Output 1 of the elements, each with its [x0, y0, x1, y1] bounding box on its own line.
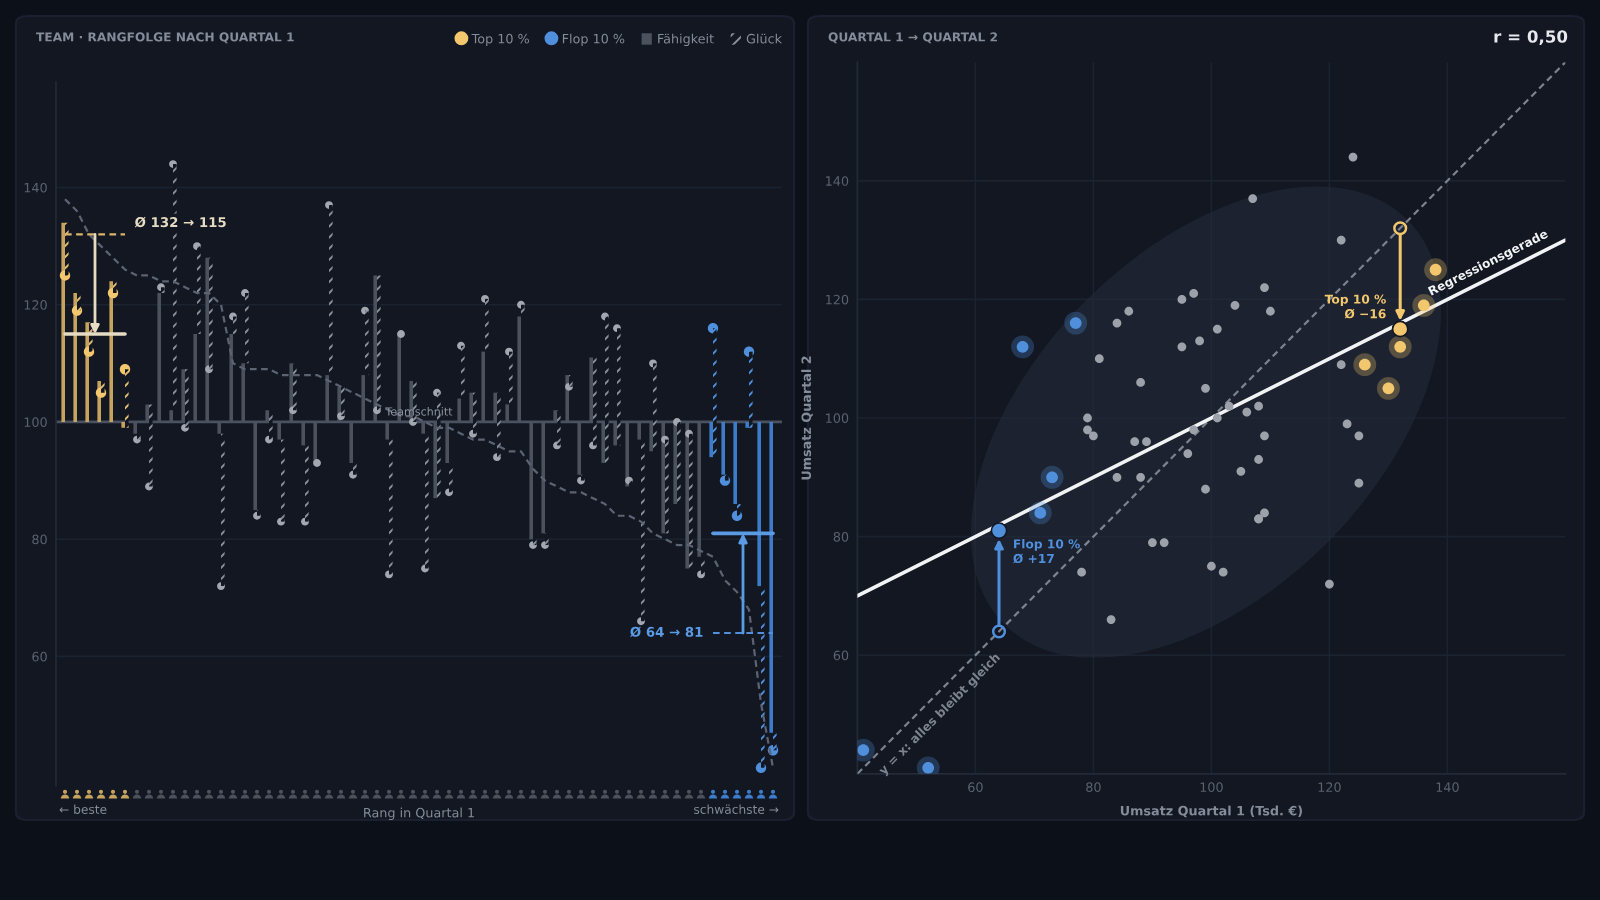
chart-subtitle: r = 0,50 — [1494, 30, 1568, 45]
